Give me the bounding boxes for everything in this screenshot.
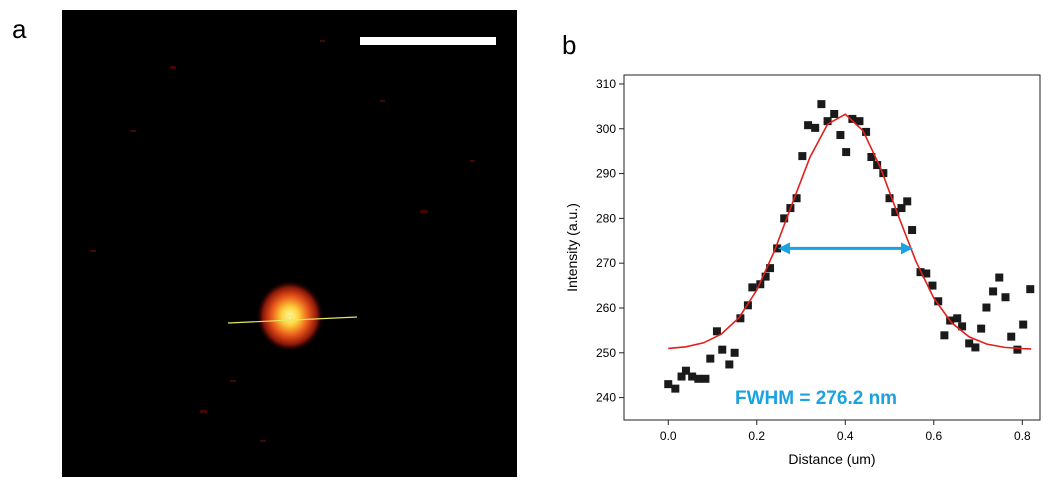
data-point (671, 384, 680, 393)
x-axis-label: Distance (um) (788, 451, 875, 467)
data-point (848, 114, 857, 123)
data-point (989, 287, 998, 296)
x-tick-label: 0.4 (837, 429, 854, 443)
data-point (908, 226, 917, 235)
y-tick-label: 280 (596, 211, 616, 225)
data-point (811, 123, 820, 132)
data-point (1001, 293, 1010, 302)
profile-center (287, 315, 293, 321)
data-point (1026, 285, 1035, 294)
scale-bar (360, 37, 496, 45)
data-point (958, 322, 967, 331)
data-point (773, 244, 782, 253)
data-point (934, 297, 943, 306)
fit-curve (668, 113, 1032, 350)
data-point (1007, 332, 1016, 341)
y-tick-label: 250 (596, 346, 616, 360)
arrow-head (900, 242, 913, 255)
arrow-head (778, 242, 791, 255)
y-tick-label: 300 (596, 122, 616, 136)
data-point (862, 127, 871, 136)
data-point (885, 194, 894, 203)
data-point (897, 204, 906, 213)
x-tick-label: 0.6 (925, 429, 942, 443)
data-point (688, 372, 697, 381)
x-tick-label: 0.0 (660, 429, 677, 443)
data-point (879, 169, 888, 178)
data-point (718, 345, 727, 354)
y-axis-label: Intensity (a.u.) (564, 203, 580, 292)
data-point (891, 208, 900, 217)
data-point (977, 324, 986, 333)
data-point (712, 327, 721, 336)
data-point (694, 374, 703, 383)
data-point (677, 372, 686, 381)
data-point (830, 109, 839, 118)
background-noise (90, 40, 475, 442)
y-tick-label: 270 (596, 256, 616, 270)
data-point (681, 366, 690, 375)
y-tick-label: 260 (596, 301, 616, 315)
data-point (873, 161, 882, 170)
data-point (736, 314, 745, 323)
data-point (823, 117, 832, 126)
data-point (842, 148, 851, 157)
data-point (867, 152, 876, 161)
panel-label: a (12, 14, 27, 44)
plot: 0.0 0.2 0.4 0.6 0.8 240 250 260 270 280 290 300 310 D… (564, 74, 1041, 467)
annotation: FWHM = 276.2 nm (735, 388, 897, 409)
data-point (903, 197, 912, 206)
data-point (798, 152, 807, 161)
y-tick-label: 310 (596, 77, 616, 91)
data-point (725, 360, 734, 369)
data-point (730, 348, 739, 357)
y-tick-label: 240 (596, 391, 616, 405)
data-point (965, 339, 974, 348)
y-tick-label: 290 (596, 167, 616, 181)
data-point (817, 100, 826, 109)
plot-frame (623, 74, 1041, 421)
data-point (804, 121, 813, 130)
data-point (971, 343, 980, 352)
data-point (928, 281, 937, 290)
data-point (855, 117, 864, 126)
data-point (953, 314, 962, 323)
data-point (836, 131, 845, 140)
x-tick-label: 0.2 (748, 429, 765, 443)
data-point (748, 283, 757, 292)
data-point (982, 303, 991, 312)
data-point (664, 380, 673, 389)
microscopy-image (62, 10, 517, 477)
x-tick-label: 0.8 (1014, 429, 1031, 443)
data-point (995, 273, 1004, 282)
data-point (766, 264, 775, 273)
data-point (706, 354, 715, 363)
data-point (761, 272, 770, 281)
data-point (701, 374, 710, 383)
data-point (1019, 320, 1028, 329)
data-point (940, 331, 949, 340)
data-point (792, 194, 801, 203)
data-point (922, 269, 931, 278)
panel-label: b (562, 30, 576, 60)
data-point (780, 214, 789, 223)
data-point (1013, 345, 1022, 354)
